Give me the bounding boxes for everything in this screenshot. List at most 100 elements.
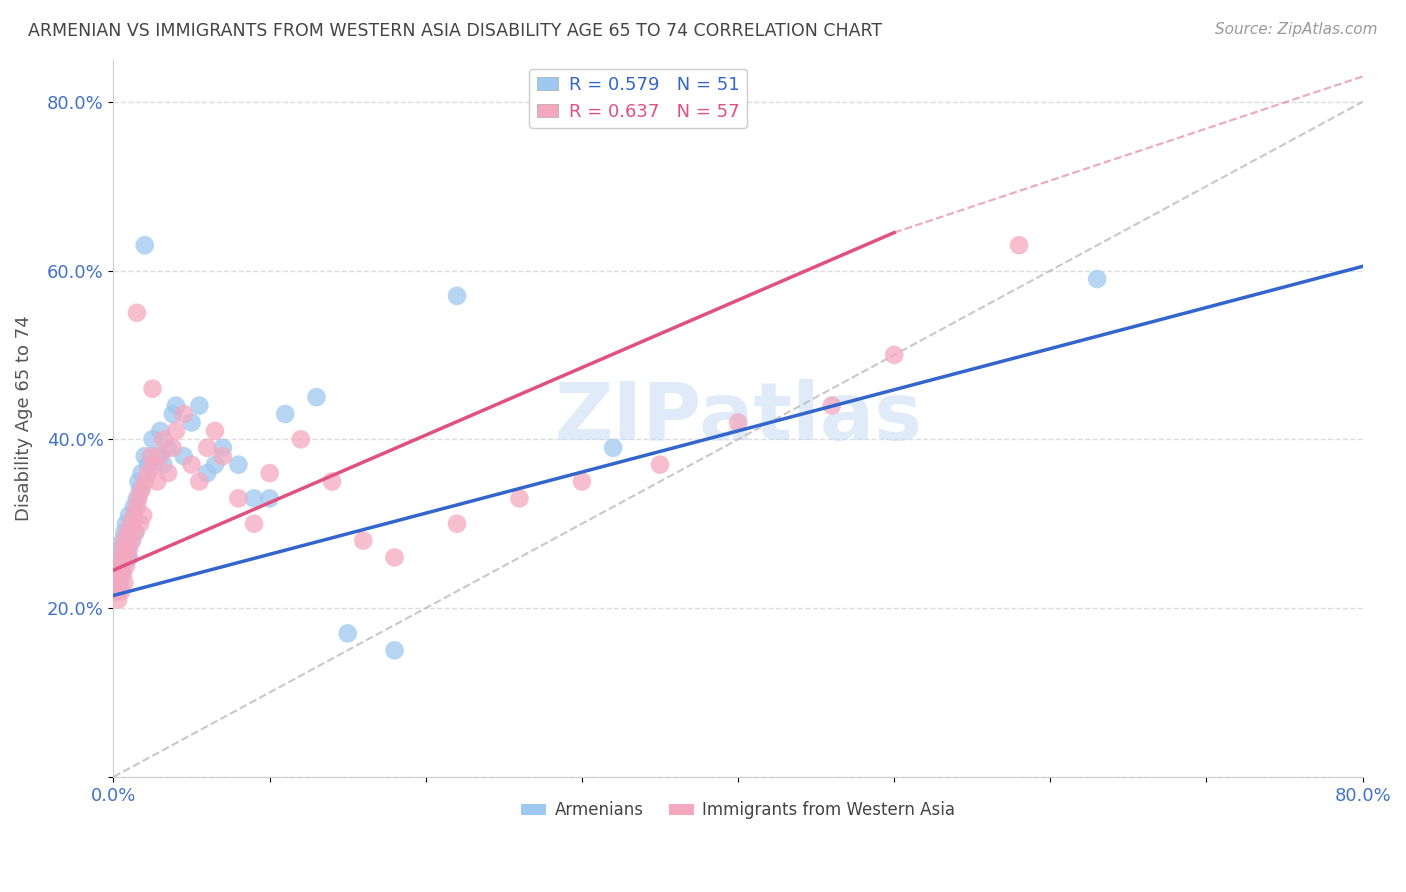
Point xyxy=(648,458,671,472)
Text: ZIPatlas: ZIPatlas xyxy=(554,379,922,458)
Point xyxy=(118,550,141,565)
Point xyxy=(129,516,152,531)
Point xyxy=(107,584,129,599)
Point xyxy=(104,584,127,599)
Point xyxy=(204,458,226,472)
Point xyxy=(117,550,139,565)
Point xyxy=(129,483,152,497)
Point xyxy=(259,491,281,506)
Point xyxy=(124,525,146,540)
Point xyxy=(110,567,132,582)
Point xyxy=(162,407,184,421)
Point xyxy=(508,491,530,506)
Point xyxy=(105,567,128,582)
Point xyxy=(139,449,162,463)
Point xyxy=(146,475,169,489)
Point xyxy=(149,449,172,463)
Point xyxy=(195,441,218,455)
Point xyxy=(180,416,202,430)
Point xyxy=(259,466,281,480)
Point xyxy=(115,516,138,531)
Point xyxy=(112,575,135,590)
Point xyxy=(122,500,145,514)
Point xyxy=(1008,238,1031,252)
Point xyxy=(124,525,146,540)
Point xyxy=(228,458,250,472)
Point xyxy=(228,491,250,506)
Point xyxy=(134,238,156,252)
Point xyxy=(115,558,138,573)
Point xyxy=(112,533,135,548)
Text: Source: ZipAtlas.com: Source: ZipAtlas.com xyxy=(1215,22,1378,37)
Point xyxy=(125,500,148,514)
Point xyxy=(111,533,134,548)
Point xyxy=(152,433,174,447)
Point xyxy=(195,466,218,480)
Point xyxy=(165,399,187,413)
Point xyxy=(111,542,134,557)
Point xyxy=(134,449,156,463)
Point xyxy=(111,558,134,573)
Point xyxy=(111,567,134,582)
Point xyxy=(136,466,159,480)
Point xyxy=(122,508,145,523)
Point xyxy=(110,550,132,565)
Point xyxy=(120,533,142,548)
Point xyxy=(162,441,184,455)
Point xyxy=(883,348,905,362)
Point xyxy=(121,533,143,548)
Point xyxy=(108,550,131,565)
Point xyxy=(188,399,211,413)
Point xyxy=(211,449,233,463)
Y-axis label: Disability Age 65 to 74: Disability Age 65 to 74 xyxy=(15,316,32,521)
Point xyxy=(141,382,163,396)
Point xyxy=(131,483,153,497)
Point xyxy=(132,508,155,523)
Point xyxy=(1085,272,1108,286)
Point xyxy=(146,449,169,463)
Point xyxy=(157,441,180,455)
Point xyxy=(336,626,359,640)
Point xyxy=(446,516,468,531)
Point xyxy=(602,441,624,455)
Point xyxy=(107,558,129,573)
Point xyxy=(108,575,131,590)
Point xyxy=(571,475,593,489)
Point xyxy=(821,399,844,413)
Legend: Armenians, Immigrants from Western Asia: Armenians, Immigrants from Western Asia xyxy=(515,795,962,826)
Point xyxy=(125,306,148,320)
Point xyxy=(127,491,149,506)
Point xyxy=(204,424,226,438)
Point xyxy=(131,466,153,480)
Point xyxy=(152,458,174,472)
Point xyxy=(165,424,187,438)
Point xyxy=(118,508,141,523)
Point xyxy=(305,390,328,404)
Point xyxy=(110,542,132,557)
Point xyxy=(125,491,148,506)
Point xyxy=(384,550,406,565)
Point xyxy=(118,542,141,557)
Point xyxy=(274,407,297,421)
Point xyxy=(149,424,172,438)
Point xyxy=(112,525,135,540)
Point xyxy=(290,433,312,447)
Point xyxy=(173,449,195,463)
Point xyxy=(134,475,156,489)
Point xyxy=(188,475,211,489)
Point xyxy=(104,575,127,590)
Point xyxy=(211,441,233,455)
Point xyxy=(352,533,374,548)
Point xyxy=(107,567,129,582)
Point xyxy=(120,516,142,531)
Point xyxy=(243,516,266,531)
Point xyxy=(108,558,131,573)
Point xyxy=(141,433,163,447)
Point xyxy=(110,584,132,599)
Point xyxy=(180,458,202,472)
Point xyxy=(117,525,139,540)
Point xyxy=(127,475,149,489)
Text: ARMENIAN VS IMMIGRANTS FROM WESTERN ASIA DISABILITY AGE 65 TO 74 CORRELATION CHA: ARMENIAN VS IMMIGRANTS FROM WESTERN ASIA… xyxy=(28,22,882,40)
Point xyxy=(107,592,129,607)
Point xyxy=(105,575,128,590)
